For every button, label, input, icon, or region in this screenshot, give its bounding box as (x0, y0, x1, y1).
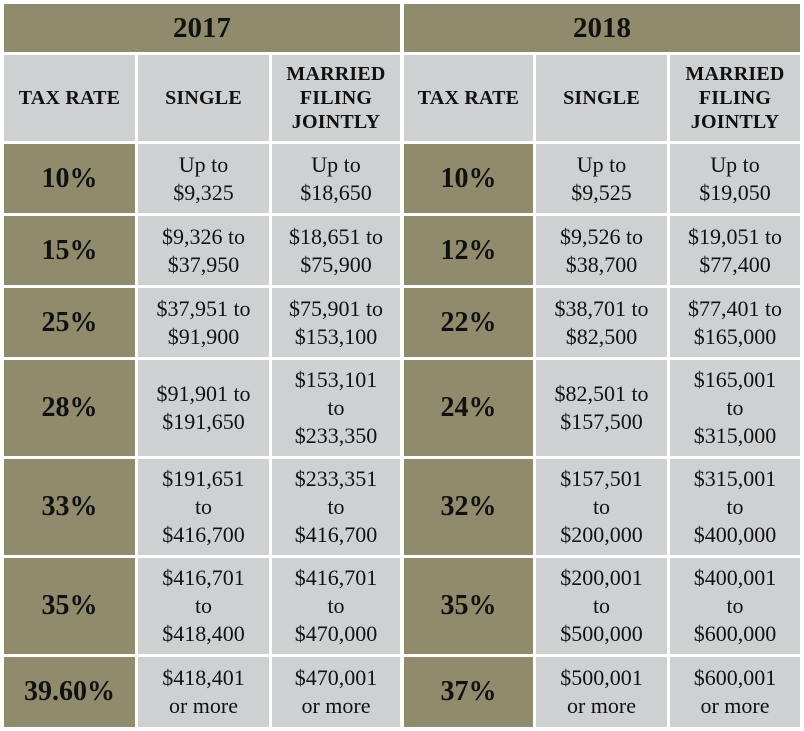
single-2017: $416,701 to $418,400 (138, 558, 269, 654)
married-2017: $153,101 to $233,350 (272, 360, 400, 456)
year-header-2018: 2018 (404, 4, 800, 52)
single-2017: $9,326 to $37,950 (138, 216, 269, 285)
rate-2018: 12% (404, 216, 533, 285)
single-2018: Up to $9,525 (536, 144, 667, 213)
col-header-married-2017: MARRIED FILING JOINTLY (272, 55, 400, 141)
single-2017: $37,951 to $91,900 (138, 288, 269, 357)
rate-2018: 10% (404, 144, 533, 213)
married-2017: $233,351 to $416,700 (272, 459, 400, 555)
rate-2017: 35% (4, 558, 135, 654)
rate-2017: 39.60% (4, 657, 135, 727)
single-2018: $200,001 to $500,000 (536, 558, 667, 654)
year-header-2017: 2017 (4, 4, 400, 52)
single-2018: $38,701 to $82,500 (536, 288, 667, 357)
rate-2018: 32% (404, 459, 533, 555)
rate-2017: 25% (4, 288, 135, 357)
married-2018: $400,001 to $600,000 (670, 558, 800, 654)
single-2017: $418,401 or more (138, 657, 269, 727)
married-2018: $19,051 to $77,400 (670, 216, 800, 285)
rate-2017: 33% (4, 459, 135, 555)
col-header-tax-rate-2017: TAX RATE (4, 55, 135, 141)
col-header-married-2018: MARRIED FILING JOINTLY (670, 55, 800, 141)
married-2018: Up to $19,050 (670, 144, 800, 213)
rate-2018: 35% (404, 558, 533, 654)
married-2017: $470,001 or more (272, 657, 400, 727)
rate-2018: 37% (404, 657, 533, 727)
single-2017: $91,901 to $191,650 (138, 360, 269, 456)
married-2017: $416,701 to $470,000 (272, 558, 400, 654)
single-2017: $191,651 to $416,700 (138, 459, 269, 555)
married-2018: $600,001 or more (670, 657, 800, 727)
rate-2017: 10% (4, 144, 135, 213)
married-2017: $75,901 to $153,100 (272, 288, 400, 357)
col-header-single-2017: SINGLE (138, 55, 269, 141)
single-2017: Up to $9,325 (138, 144, 269, 213)
married-2018: $77,401 to $165,000 (670, 288, 800, 357)
col-header-single-2018: SINGLE (536, 55, 667, 141)
single-2018: $500,001 or more (536, 657, 667, 727)
rate-2017: 15% (4, 216, 135, 285)
rate-2018: 24% (404, 360, 533, 456)
married-2018: $165,001 to $315,000 (670, 360, 800, 456)
rate-2017: 28% (4, 360, 135, 456)
single-2018: $82,501 to $157,500 (536, 360, 667, 456)
married-2017: Up to $18,650 (272, 144, 400, 213)
rate-2018: 22% (404, 288, 533, 357)
married-2018: $315,001 to $400,000 (670, 459, 800, 555)
single-2018: $157,501 to $200,000 (536, 459, 667, 555)
col-header-tax-rate-2018: TAX RATE (404, 55, 533, 141)
single-2018: $9,526 to $38,700 (536, 216, 667, 285)
married-2017: $18,651 to $75,900 (272, 216, 400, 285)
